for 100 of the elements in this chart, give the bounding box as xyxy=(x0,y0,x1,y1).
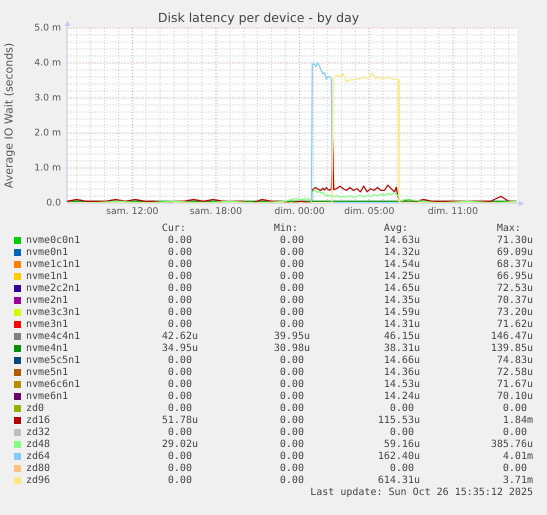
text: 69.09u xyxy=(496,246,533,258)
text: 0.00 xyxy=(390,402,414,414)
text: 0.00 xyxy=(390,462,414,474)
text: 14.59u xyxy=(384,306,420,318)
text: 71.62u xyxy=(496,318,533,330)
text: 70.10u xyxy=(496,390,533,402)
x-tick-label: sam. 18:00 xyxy=(190,206,242,217)
text: 0.00 xyxy=(280,366,304,378)
text: 42.62u xyxy=(162,330,198,342)
text: 162.40u xyxy=(378,450,420,462)
text: 34.95u xyxy=(162,342,198,354)
text: 14.53u xyxy=(384,378,420,390)
legend-label: nvme3c3n1 xyxy=(26,306,80,318)
legend-label: zd16 xyxy=(26,414,50,426)
text: 71.67u xyxy=(496,378,533,390)
y-tick-label: 5.0 m xyxy=(34,22,61,34)
text: 0.00 xyxy=(168,462,192,474)
text: Last update: Sun Oct 26 15:35:12 2025 xyxy=(310,486,533,498)
legend-label: nvme0c0n1 xyxy=(26,234,80,246)
text: 71.30u xyxy=(496,234,533,246)
text: 0.00 xyxy=(168,390,192,402)
text: 0.00 xyxy=(168,258,192,270)
text: 0.00 xyxy=(280,234,304,246)
text: 0.00 xyxy=(280,450,304,462)
legend-label: zd64 xyxy=(26,450,50,462)
text: 0.00 xyxy=(280,438,304,450)
legend-label: nvme0n1 xyxy=(26,246,68,258)
legend-label: nvme3n1 xyxy=(26,318,68,330)
text: 0.00 xyxy=(168,450,192,462)
text: 0.00 xyxy=(168,246,192,258)
x-tick-label: dim. 00:00 xyxy=(274,206,325,217)
legend-label: nvme4n1 xyxy=(26,342,68,354)
text: 14.24u xyxy=(384,390,420,402)
text: 29.02u xyxy=(162,438,198,450)
text: 0.00 xyxy=(280,402,304,414)
text: 0.00 xyxy=(280,246,304,258)
text: 72.53u xyxy=(496,282,533,294)
text: 115.53u xyxy=(378,414,420,426)
text: 38.31u xyxy=(384,342,420,354)
text: 0.00 xyxy=(168,270,192,282)
text: 14.32u xyxy=(384,246,420,258)
text: 74.83u xyxy=(496,354,533,366)
text: 0.00 xyxy=(280,270,304,282)
legend-label: nvme1n1 xyxy=(26,270,68,282)
legend-label: nvme1c1n1 xyxy=(26,258,80,270)
text: 14.35u xyxy=(384,294,420,306)
legend-label: zd32 xyxy=(26,426,50,438)
text: Avg: xyxy=(384,222,408,234)
text: 0.00 xyxy=(280,426,304,438)
text: Cur: xyxy=(162,222,186,234)
text: 14.63u xyxy=(384,234,420,246)
text: 0.00 xyxy=(168,282,192,294)
text: 51.78u xyxy=(162,414,198,426)
legend-label: nvme5n1 xyxy=(26,366,68,378)
text: 0.00 xyxy=(168,294,192,306)
text: 14.65u xyxy=(384,282,420,294)
text: 0.00 xyxy=(280,294,304,306)
text: 385.76u xyxy=(490,438,533,450)
text: 3.71m xyxy=(502,474,533,486)
text: 0.00 xyxy=(168,378,192,390)
y-axis-title: Average IO Wait (seconds) xyxy=(2,42,16,188)
text: 0.00 xyxy=(280,282,304,294)
y-tick-label: 4.0 m xyxy=(34,57,61,68)
text: 0.00 xyxy=(168,474,192,486)
text: 14.31u xyxy=(384,318,420,330)
text: 0.00 xyxy=(280,306,304,318)
legend-label: nvme4c4n1 xyxy=(26,330,80,342)
text: 0.00 xyxy=(168,426,192,438)
text: 139.85u xyxy=(490,342,533,354)
text: 66.95u xyxy=(496,270,533,282)
text: 14.66u xyxy=(384,354,420,366)
x-tick-label: dim. 05:00 xyxy=(344,206,394,217)
text: 0.00 xyxy=(390,426,414,438)
text: 0.00 xyxy=(280,258,304,270)
text: 0.00 xyxy=(168,354,192,366)
legend-label: zd0 xyxy=(26,402,44,414)
y-tick-label: 1.0 m xyxy=(34,162,61,174)
text: 614.31u xyxy=(378,474,420,486)
legend-label: zd80 xyxy=(26,462,50,474)
text: 146.47u xyxy=(490,330,533,342)
text: Max: xyxy=(496,222,521,234)
text: 0.00 xyxy=(502,462,527,474)
legend-label: nvme6c6n1 xyxy=(26,378,80,390)
text: 0.00 xyxy=(280,414,304,426)
y-tick-label: 0.0 xyxy=(46,197,62,208)
text: 73.20u xyxy=(496,306,533,318)
text: 0.00 xyxy=(280,318,304,330)
legend-label: nvme6n1 xyxy=(26,390,68,402)
text: 14.25u xyxy=(384,270,420,282)
text: 70.37u xyxy=(496,294,533,306)
text: 0.00 xyxy=(168,318,192,330)
text: 0.00 xyxy=(280,474,304,486)
text: 0.00 xyxy=(502,402,527,414)
text: 4.01m xyxy=(502,450,533,462)
legend-label: nvme2c2n1 xyxy=(26,282,80,294)
text: Min: xyxy=(274,222,298,234)
text: 72.58u xyxy=(496,366,533,378)
text: 59.16u xyxy=(384,438,420,450)
text: 39.95u xyxy=(274,330,310,342)
text: 0.00 xyxy=(280,462,304,474)
